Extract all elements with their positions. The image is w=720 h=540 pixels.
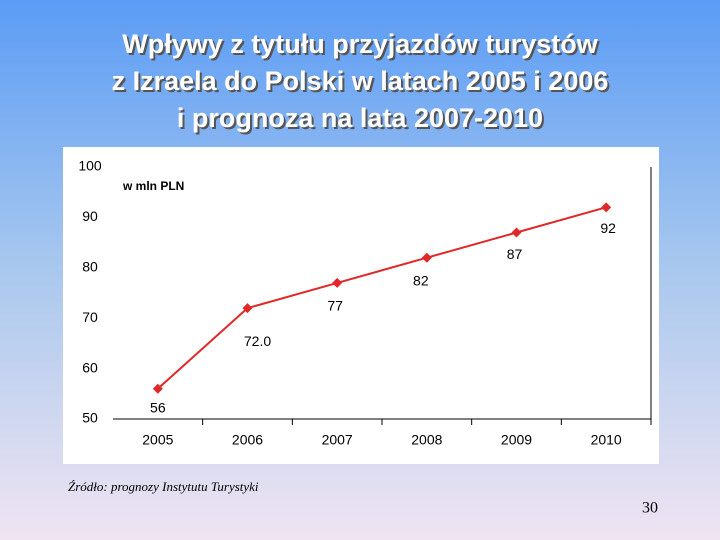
title-line: z Izraela do Polski w latach 2005 i 2006 [112,66,609,96]
source-note: Źródło: prognozy Instytutu Turystyki [68,479,259,494]
data-point [421,252,432,263]
x-tick-label: 2010 [591,432,622,448]
y-tick-label: 90 [82,208,98,224]
y-tick-label: 50 [82,410,98,426]
title-line: i prognoza na lata 2007-2010 [177,103,543,133]
data-label: 87 [507,246,523,262]
y-tick-label: 80 [82,259,98,275]
page-number: 30 [642,500,658,517]
y-tick-label: 70 [82,309,98,325]
title-shadow: Wpływy z tytułu przyjazdów turystów [124,31,601,61]
data-label: 72.0 [244,333,271,349]
data-label: 77 [327,298,343,314]
data-point [511,227,522,238]
data-line [157,206,607,390]
title-line: Wpływy z tytułu przyjazdów turystów [122,29,599,59]
title-shadow: i prognoza na lata 2007-2010 [179,105,545,135]
y-tick-label: 100 [78,158,102,174]
data-point [152,383,163,394]
title: Wpływy z tytułu przyjazdów turystówWpływ… [112,29,611,135]
x-tick-label: 2005 [142,432,173,448]
x-tick-label: 2007 [322,432,353,448]
chart-area [63,147,659,464]
data-label: 82 [413,272,429,288]
data-point [242,303,253,314]
data-label: 56 [150,399,166,415]
x-tick-label: 2008 [411,432,442,448]
data-point [332,277,343,288]
y-tick-label: 60 [82,359,98,375]
data-label: 92 [600,220,616,236]
unit-annotation: w mln PLN [122,179,184,193]
title-shadow: z Izraela do Polski w latach 2005 i 2006 [114,68,611,98]
data-point [601,202,612,213]
x-tick-label: 2009 [501,432,532,448]
x-tick-label: 2006 [232,432,263,448]
